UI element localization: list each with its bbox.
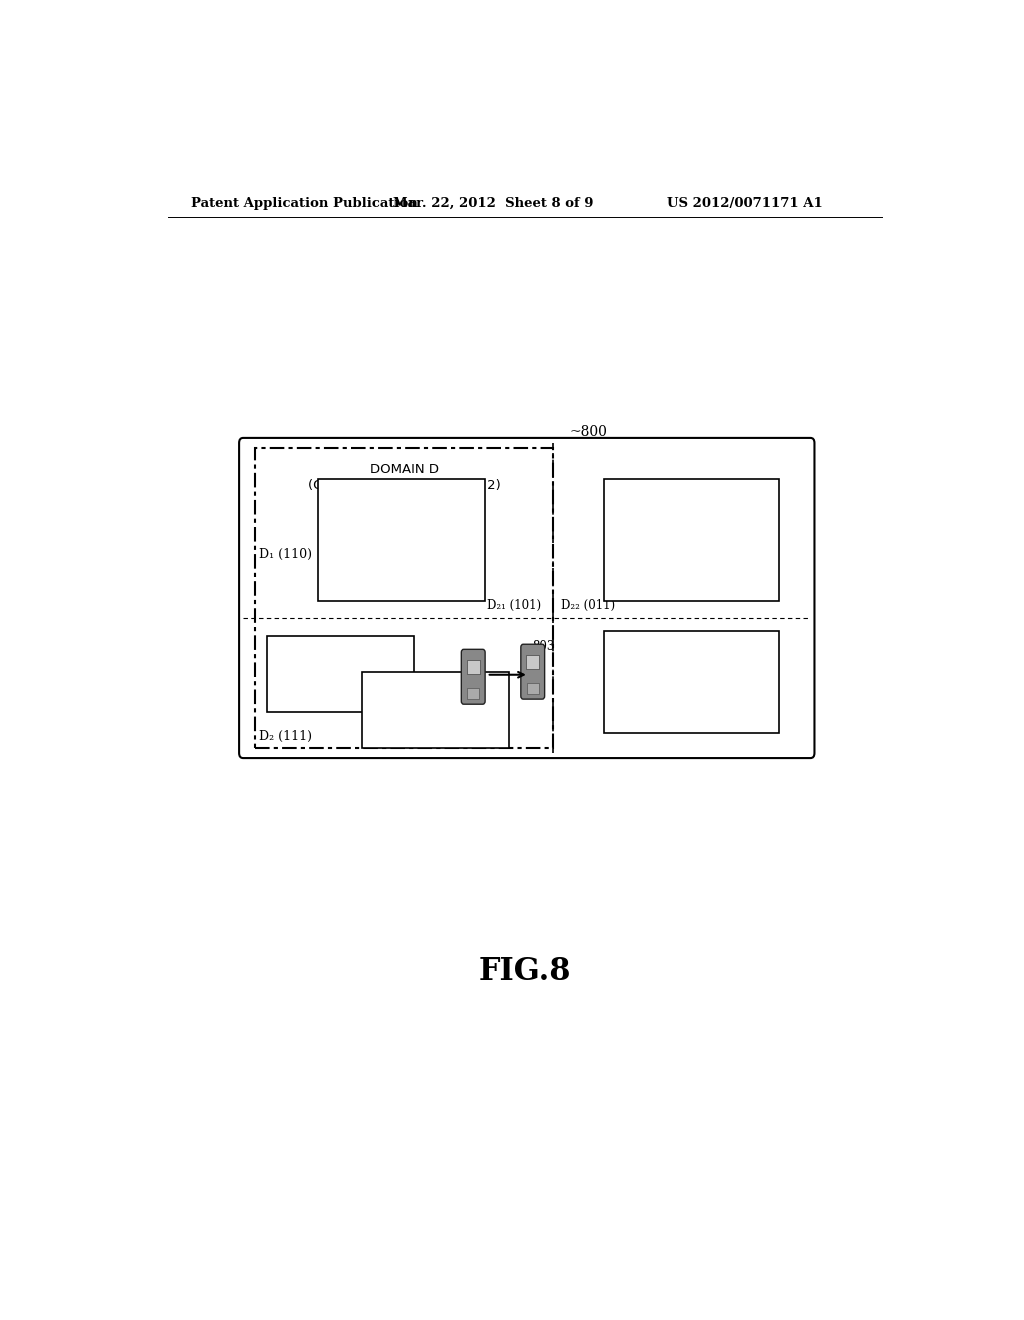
Text: Mar. 22, 2012  Sheet 8 of 9: Mar. 22, 2012 Sheet 8 of 9 (393, 197, 593, 210)
Text: Q₄ (010): Q₄ (010) (664, 533, 719, 546)
Text: D₁ (110): D₁ (110) (259, 548, 312, 561)
Circle shape (471, 680, 475, 684)
Circle shape (530, 675, 535, 678)
Text: D₂₁ (101): D₂₁ (101) (486, 599, 541, 611)
Text: 801: 801 (464, 709, 486, 722)
FancyBboxPatch shape (461, 649, 485, 704)
Text: (OPERATION CAPABILITY = 2): (OPERATION CAPABILITY = 2) (308, 479, 501, 491)
Text: 803: 803 (532, 640, 555, 653)
Bar (318, 479, 485, 601)
Bar (604, 479, 778, 601)
Text: Patent Application Publication: Patent Application Publication (191, 197, 418, 210)
Bar (526, 655, 540, 669)
Bar (467, 689, 479, 700)
Bar (267, 636, 414, 713)
Text: Q₂ (001): Q₂ (001) (408, 704, 464, 717)
Bar (362, 672, 509, 748)
Bar (526, 684, 539, 694)
Text: US 2012/0071171 A1: US 2012/0071171 A1 (667, 197, 822, 210)
FancyBboxPatch shape (239, 438, 814, 758)
Text: D₂₂ (011): D₂₂ (011) (560, 599, 614, 611)
Bar (604, 631, 778, 733)
Text: Q₅ (110): Q₅ (110) (374, 533, 430, 546)
Bar (467, 660, 480, 675)
Text: FIG.8: FIG.8 (478, 956, 571, 987)
Text: Q₁ (100): Q₁ (100) (312, 668, 369, 681)
Bar (255, 447, 553, 748)
FancyBboxPatch shape (521, 644, 545, 700)
Text: ~800: ~800 (569, 425, 607, 440)
Text: DOMAIN D: DOMAIN D (370, 463, 438, 477)
Text: D₂ (111): D₂ (111) (259, 730, 312, 743)
Text: Q₃ (010): Q₃ (010) (664, 676, 719, 688)
